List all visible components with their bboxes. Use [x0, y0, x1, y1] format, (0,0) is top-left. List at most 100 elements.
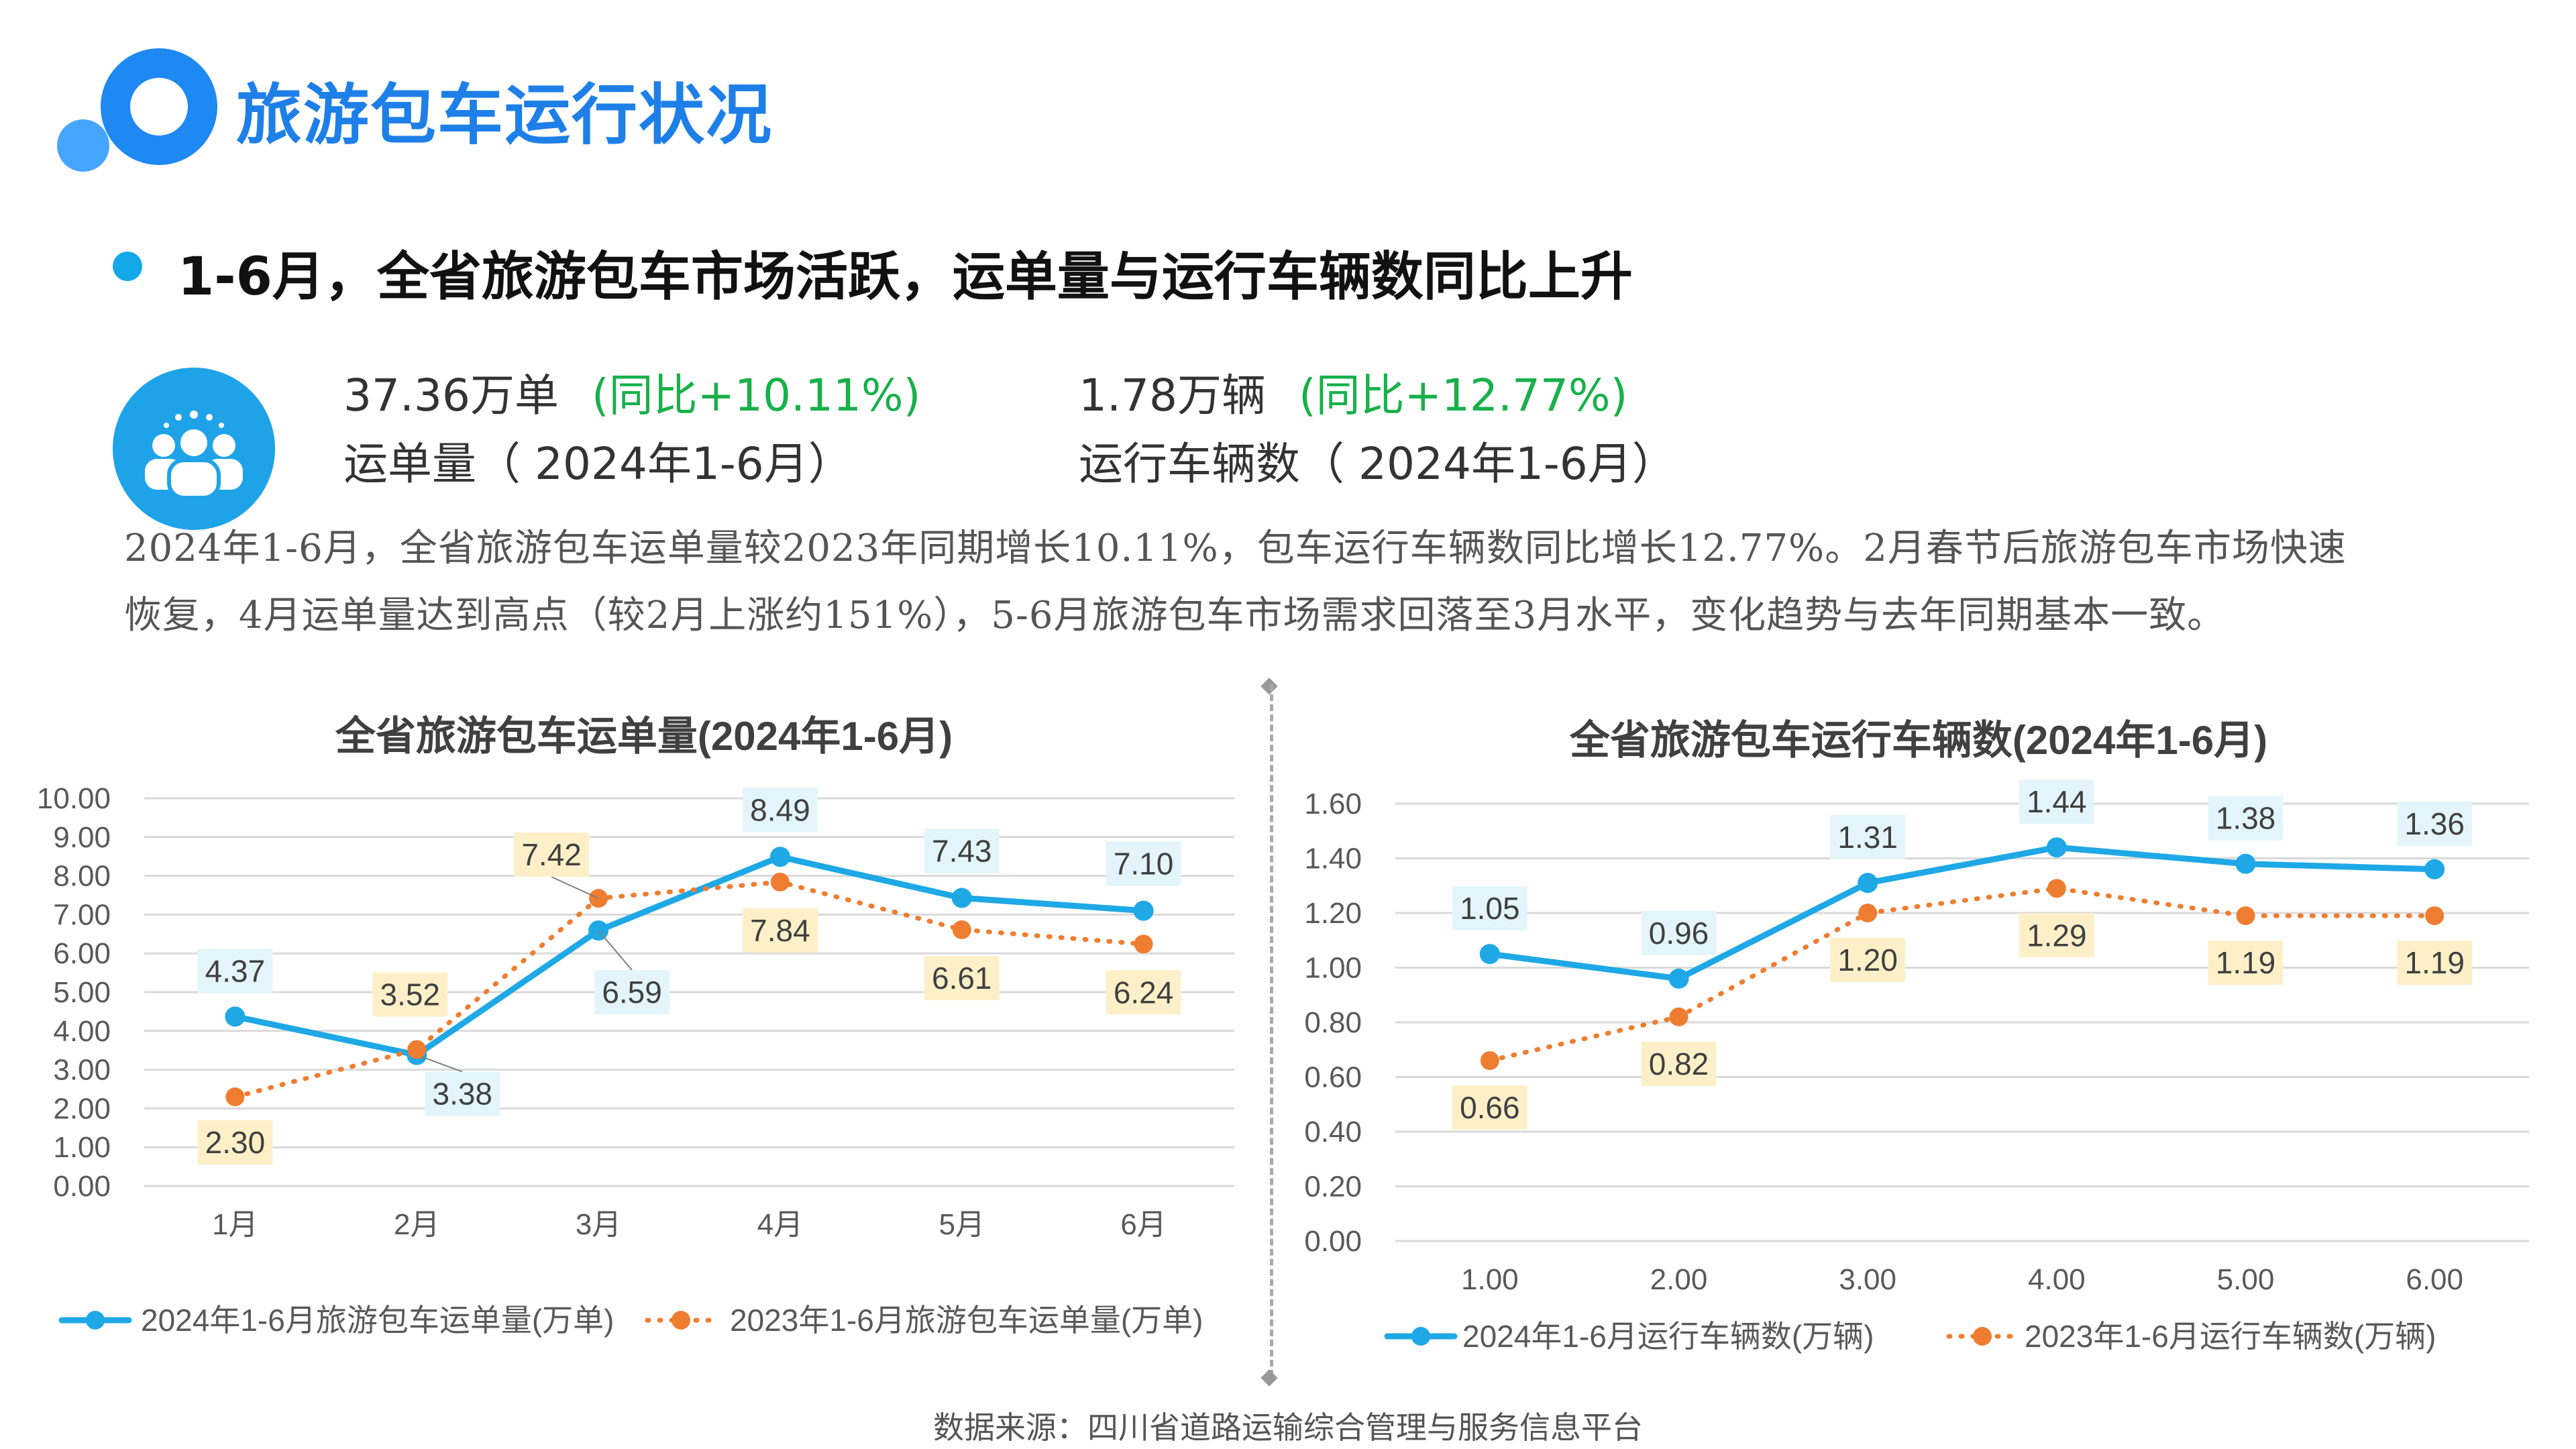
data-point [407, 1040, 427, 1059]
y-tick-label: 0.80 [1304, 1006, 1362, 1039]
y-tick-label: 10.00 [37, 782, 111, 815]
x-tick-label: 5.00 [2217, 1263, 2275, 1296]
data-point [1480, 1051, 1499, 1071]
x-tick-label: 5月 [939, 1208, 985, 1241]
y-tick-label: 6.00 [53, 937, 111, 970]
data-point [2236, 906, 2255, 926]
data-label-bg [2397, 801, 2473, 846]
kpi-orders-label: 运单量（ 2024年1-6月） [343, 438, 853, 490]
data-label-bg [1830, 815, 1906, 860]
x-tick-label: 4.00 [2028, 1263, 2086, 1296]
data-label: 1.38 [2216, 801, 2276, 836]
kpi-orders-value: 37.36万单 [343, 370, 559, 421]
y-tick-label: 0.60 [1304, 1061, 1362, 1094]
legend-swatch-marker [1411, 1327, 1430, 1346]
y-tick-label: 2.00 [53, 1092, 111, 1125]
chart-1: 全省旅游包车运单量(2024年1-6月) 0.00 1.00 2.00 3.00 4.00… [37, 714, 1234, 1338]
kpi-vehicles-value-row: 1.78万辆 (同比+12.77%) [1079, 360, 1627, 424]
y-tick-label: 1.00 [1304, 952, 1362, 985]
legend-label: 2024年1-6月运行车辆数(万辆) [1462, 1319, 1874, 1354]
data-label-bg [2397, 941, 2473, 985]
data-point [1668, 968, 1689, 989]
chart-title: 全省旅游包车运单量(2024年1-6月) [335, 714, 953, 759]
data-label: 2.30 [205, 1125, 266, 1160]
data-label: 1.20 [1837, 943, 1898, 977]
kpi-orders-value-row: 37.36万单 (同比+10.11%) [343, 360, 920, 424]
y-tick-label: 0.20 [1304, 1171, 1362, 1203]
kpi-vehicles-value: 1.78万辆 [1079, 370, 1266, 421]
data-source: 数据来源：四川省道路运输综合管理与服务信息平台 [933, 1409, 1643, 1446]
people-group-icon [113, 368, 275, 530]
data-label-bg [1106, 970, 1181, 1015]
kpi-orders-change: (同比+10.11%) [591, 370, 921, 421]
data-label: 1.29 [2027, 918, 2087, 953]
series-line [1487, 844, 2438, 982]
data-label: 7.43 [932, 834, 992, 869]
x-tick-label: 4月 [757, 1208, 803, 1241]
y-tick-label: 8.00 [53, 860, 111, 893]
kpi-vehicles-change: (同比+12.77%) [1298, 370, 1628, 421]
data-point [1669, 1007, 1688, 1026]
legend-swatch-marker [86, 1311, 105, 1330]
data-point [952, 920, 971, 939]
data-label-bg [372, 972, 448, 1017]
data-label: 1.05 [1460, 891, 1520, 926]
data-label-bg [742, 788, 818, 833]
people-group-glyph [145, 411, 243, 500]
data-label: 1.19 [2216, 945, 2276, 980]
y-tick-label: 1.40 [1304, 843, 1362, 875]
y-tick-label: 0.40 [1304, 1116, 1362, 1148]
y-tick-label: 5.00 [53, 976, 111, 1009]
data-label-bg [1106, 841, 1181, 886]
series-line [232, 879, 1146, 1099]
section-headline: 1-6月，全省旅游包车市场活跃，运单量与运行车辆数同比上升 [178, 247, 1633, 307]
data-point [951, 888, 972, 908]
data-label-bg [2208, 796, 2284, 841]
data-point [1858, 904, 1878, 922]
data-point [2424, 859, 2445, 879]
data-label-bg [924, 955, 1000, 1000]
bullet-dot-icon [113, 252, 142, 281]
data-label-bg [742, 908, 818, 953]
x-tick-label: 6.00 [2406, 1263, 2463, 1296]
data-label: 4.37 [205, 953, 266, 988]
data-point [1134, 934, 1153, 954]
x-tick-label: 1月 [212, 1208, 258, 1241]
data-label-bg [197, 1120, 273, 1165]
y-tick-label: 3.00 [53, 1054, 111, 1087]
page-title: 旅游包车运行状况 [236, 77, 773, 154]
data-point [225, 1087, 245, 1107]
data-label: 0.66 [1460, 1090, 1520, 1125]
label-leader-line [598, 930, 633, 971]
logo-ring-icon [101, 48, 217, 165]
data-label: 1.31 [1837, 820, 1898, 855]
chart-title: 全省旅游包车运行车辆数(2024年1-6月) [1569, 718, 2267, 763]
legend-swatch-marker [1973, 1327, 1992, 1346]
y-tick-label: 0.00 [1304, 1225, 1362, 1258]
legend-swatch-marker [672, 1311, 690, 1330]
data-label: 1.36 [2404, 806, 2465, 841]
data-point [770, 872, 790, 892]
data-label-bg [2208, 941, 2284, 985]
description-line: 恢复，4月运单量达到高点（较2月上涨约151%），5-6月旅游包车市场需求回落至… [124, 594, 2226, 637]
chart-2: 全省旅游包车运行车辆数(2024年1-6月) 0.00 0.20 0.40 0.60 0.… [1304, 718, 2529, 1354]
data-label: 0.96 [1649, 916, 1709, 951]
data-label: 6.24 [1114, 975, 1174, 1010]
data-label: 0.82 [1649, 1046, 1709, 1081]
data-label-bg [425, 1071, 500, 1116]
label-leader-line [551, 876, 599, 900]
y-tick-label: 0.00 [53, 1170, 111, 1203]
data-point [769, 847, 790, 867]
series-line [1487, 885, 2437, 1063]
x-tick-label: 6月 [1120, 1208, 1166, 1241]
data-label: 3.52 [380, 977, 440, 1012]
y-tick-label: 7.00 [53, 898, 111, 931]
y-tick-label: 4.00 [53, 1015, 111, 1048]
label-leader-line [416, 1054, 463, 1073]
data-label-bg [2019, 913, 2094, 958]
data-point [2046, 837, 2067, 858]
data-label: 8.49 [750, 792, 810, 827]
description-line: 2024年1-6月，全省旅游包车运单量较2023年同期增长10.11%，包车运行… [124, 527, 2347, 570]
data-point [1133, 900, 1154, 921]
